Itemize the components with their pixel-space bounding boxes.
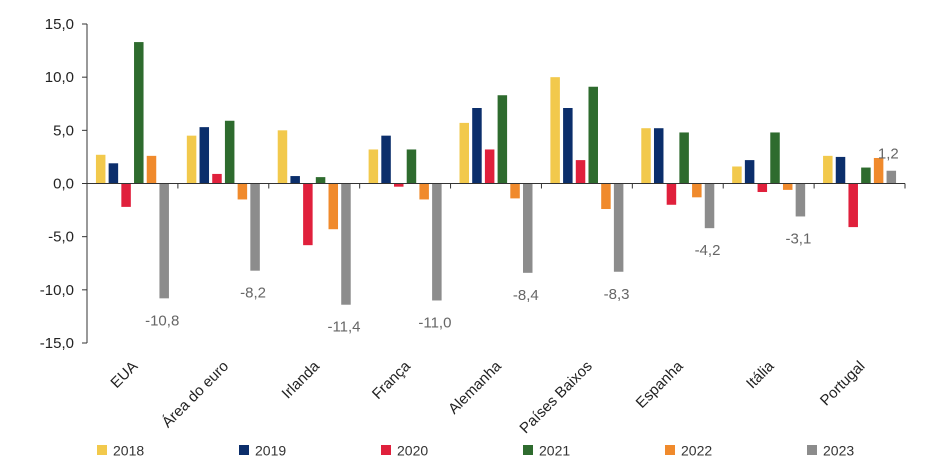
category-label: EUA — [107, 358, 141, 392]
legend-label: 2021 — [539, 443, 570, 459]
bar-2023 — [341, 183, 351, 305]
bar-2020 — [484, 149, 495, 184]
bar-2018 — [277, 130, 288, 184]
bar-2021 — [497, 95, 508, 184]
legend-swatch-2022 — [665, 445, 675, 455]
data-label-2023: -4,2 — [695, 242, 721, 259]
bar-2020 — [394, 183, 404, 187]
bar-2019 — [381, 135, 391, 184]
data-label-2023: 1,2 — [878, 146, 899, 163]
category-label: Irlanda — [279, 357, 324, 402]
bar-2019 — [563, 108, 573, 184]
bar-2018 — [368, 149, 379, 184]
bar-2020 — [212, 173, 222, 184]
bar-2022 — [601, 183, 611, 210]
y-tick-label: 5,0 — [53, 122, 74, 139]
bar-2021 — [679, 132, 689, 184]
bar-2019 — [290, 176, 300, 184]
category-label: França — [369, 357, 414, 402]
legend-swatch-2021 — [523, 445, 533, 455]
bar-2018 — [95, 154, 106, 184]
data-label-2023: -8,2 — [240, 285, 266, 302]
bar-2021 — [588, 86, 598, 184]
legend-label: 2019 — [255, 443, 286, 459]
bar-2020 — [848, 183, 858, 228]
category-label: Portugal — [817, 358, 869, 410]
bar-2022 — [328, 183, 339, 230]
bar-2022 — [692, 183, 702, 198]
data-label-2023: -3,1 — [785, 231, 811, 248]
bar-2023 — [795, 183, 806, 217]
bar-2021 — [406, 149, 417, 184]
bar-2019 — [199, 127, 210, 184]
category-label: Países Baixos — [516, 358, 595, 437]
bar-2018 — [823, 155, 833, 184]
legend-swatch-2020 — [381, 445, 391, 455]
bar-2021 — [770, 132, 780, 184]
category-label: Área do euro — [159, 358, 232, 431]
legend-label: 2022 — [681, 443, 712, 459]
category-label: Espanha — [633, 357, 687, 411]
legend-label: 2023 — [823, 443, 854, 459]
bar-2019 — [108, 163, 119, 184]
legend-label: 2020 — [397, 443, 428, 459]
bar-2022 — [419, 183, 429, 200]
bar-2019 — [472, 108, 482, 184]
bar-2023 — [523, 183, 533, 273]
bar-2023 — [250, 183, 260, 271]
bar-2022 — [782, 183, 793, 190]
bar-2023 — [432, 183, 442, 301]
y-tick-label: 10,0 — [45, 69, 74, 86]
y-tick-label: -15,0 — [40, 335, 74, 352]
bar-2021 — [224, 120, 235, 184]
category-label: Itália — [743, 357, 778, 392]
bar-2019 — [744, 160, 755, 184]
bar-2018 — [732, 166, 742, 184]
data-label-2023: -10,8 — [145, 312, 179, 329]
legend-swatch-2019 — [239, 445, 249, 455]
bar-2020 — [757, 183, 768, 193]
bar-2018 — [641, 128, 651, 184]
y-tick-label: -5,0 — [48, 229, 74, 246]
bar-2020 — [666, 183, 677, 205]
category-label: Alemanha — [445, 357, 505, 417]
y-tick-label: -10,0 — [40, 282, 74, 299]
bar-2023 — [704, 183, 715, 229]
bar-2023 — [613, 183, 624, 272]
bar-2023 — [159, 183, 169, 299]
bar-2018 — [550, 77, 560, 184]
data-label-2023: -8,3 — [604, 286, 630, 303]
data-label-2023: -8,4 — [513, 287, 539, 304]
y-tick-label: 0,0 — [53, 176, 74, 193]
bar-2019 — [835, 156, 846, 184]
legend-label: 2018 — [113, 443, 144, 459]
bar-2021 — [134, 42, 144, 184]
legend-swatch-2023 — [807, 445, 817, 455]
bar-2018 — [186, 135, 197, 184]
bar-2021 — [861, 167, 871, 184]
bar-2022 — [510, 183, 520, 199]
bar-2022 — [146, 155, 157, 184]
data-label-2023: -11,0 — [418, 315, 451, 332]
bar-2020 — [575, 160, 586, 184]
legend-swatch-2018 — [97, 445, 107, 455]
data-label-2023: -11,4 — [327, 319, 360, 336]
bar-2022 — [237, 183, 248, 200]
bar-2018 — [459, 122, 469, 184]
bar-2019 — [653, 128, 664, 184]
y-tick-label: 15,0 — [45, 16, 74, 33]
bar-2021 — [315, 177, 326, 184]
bar-2020 — [121, 183, 131, 207]
bar-2023 — [886, 170, 897, 184]
bar-2020 — [303, 183, 313, 246]
bar-2022 — [873, 157, 884, 184]
